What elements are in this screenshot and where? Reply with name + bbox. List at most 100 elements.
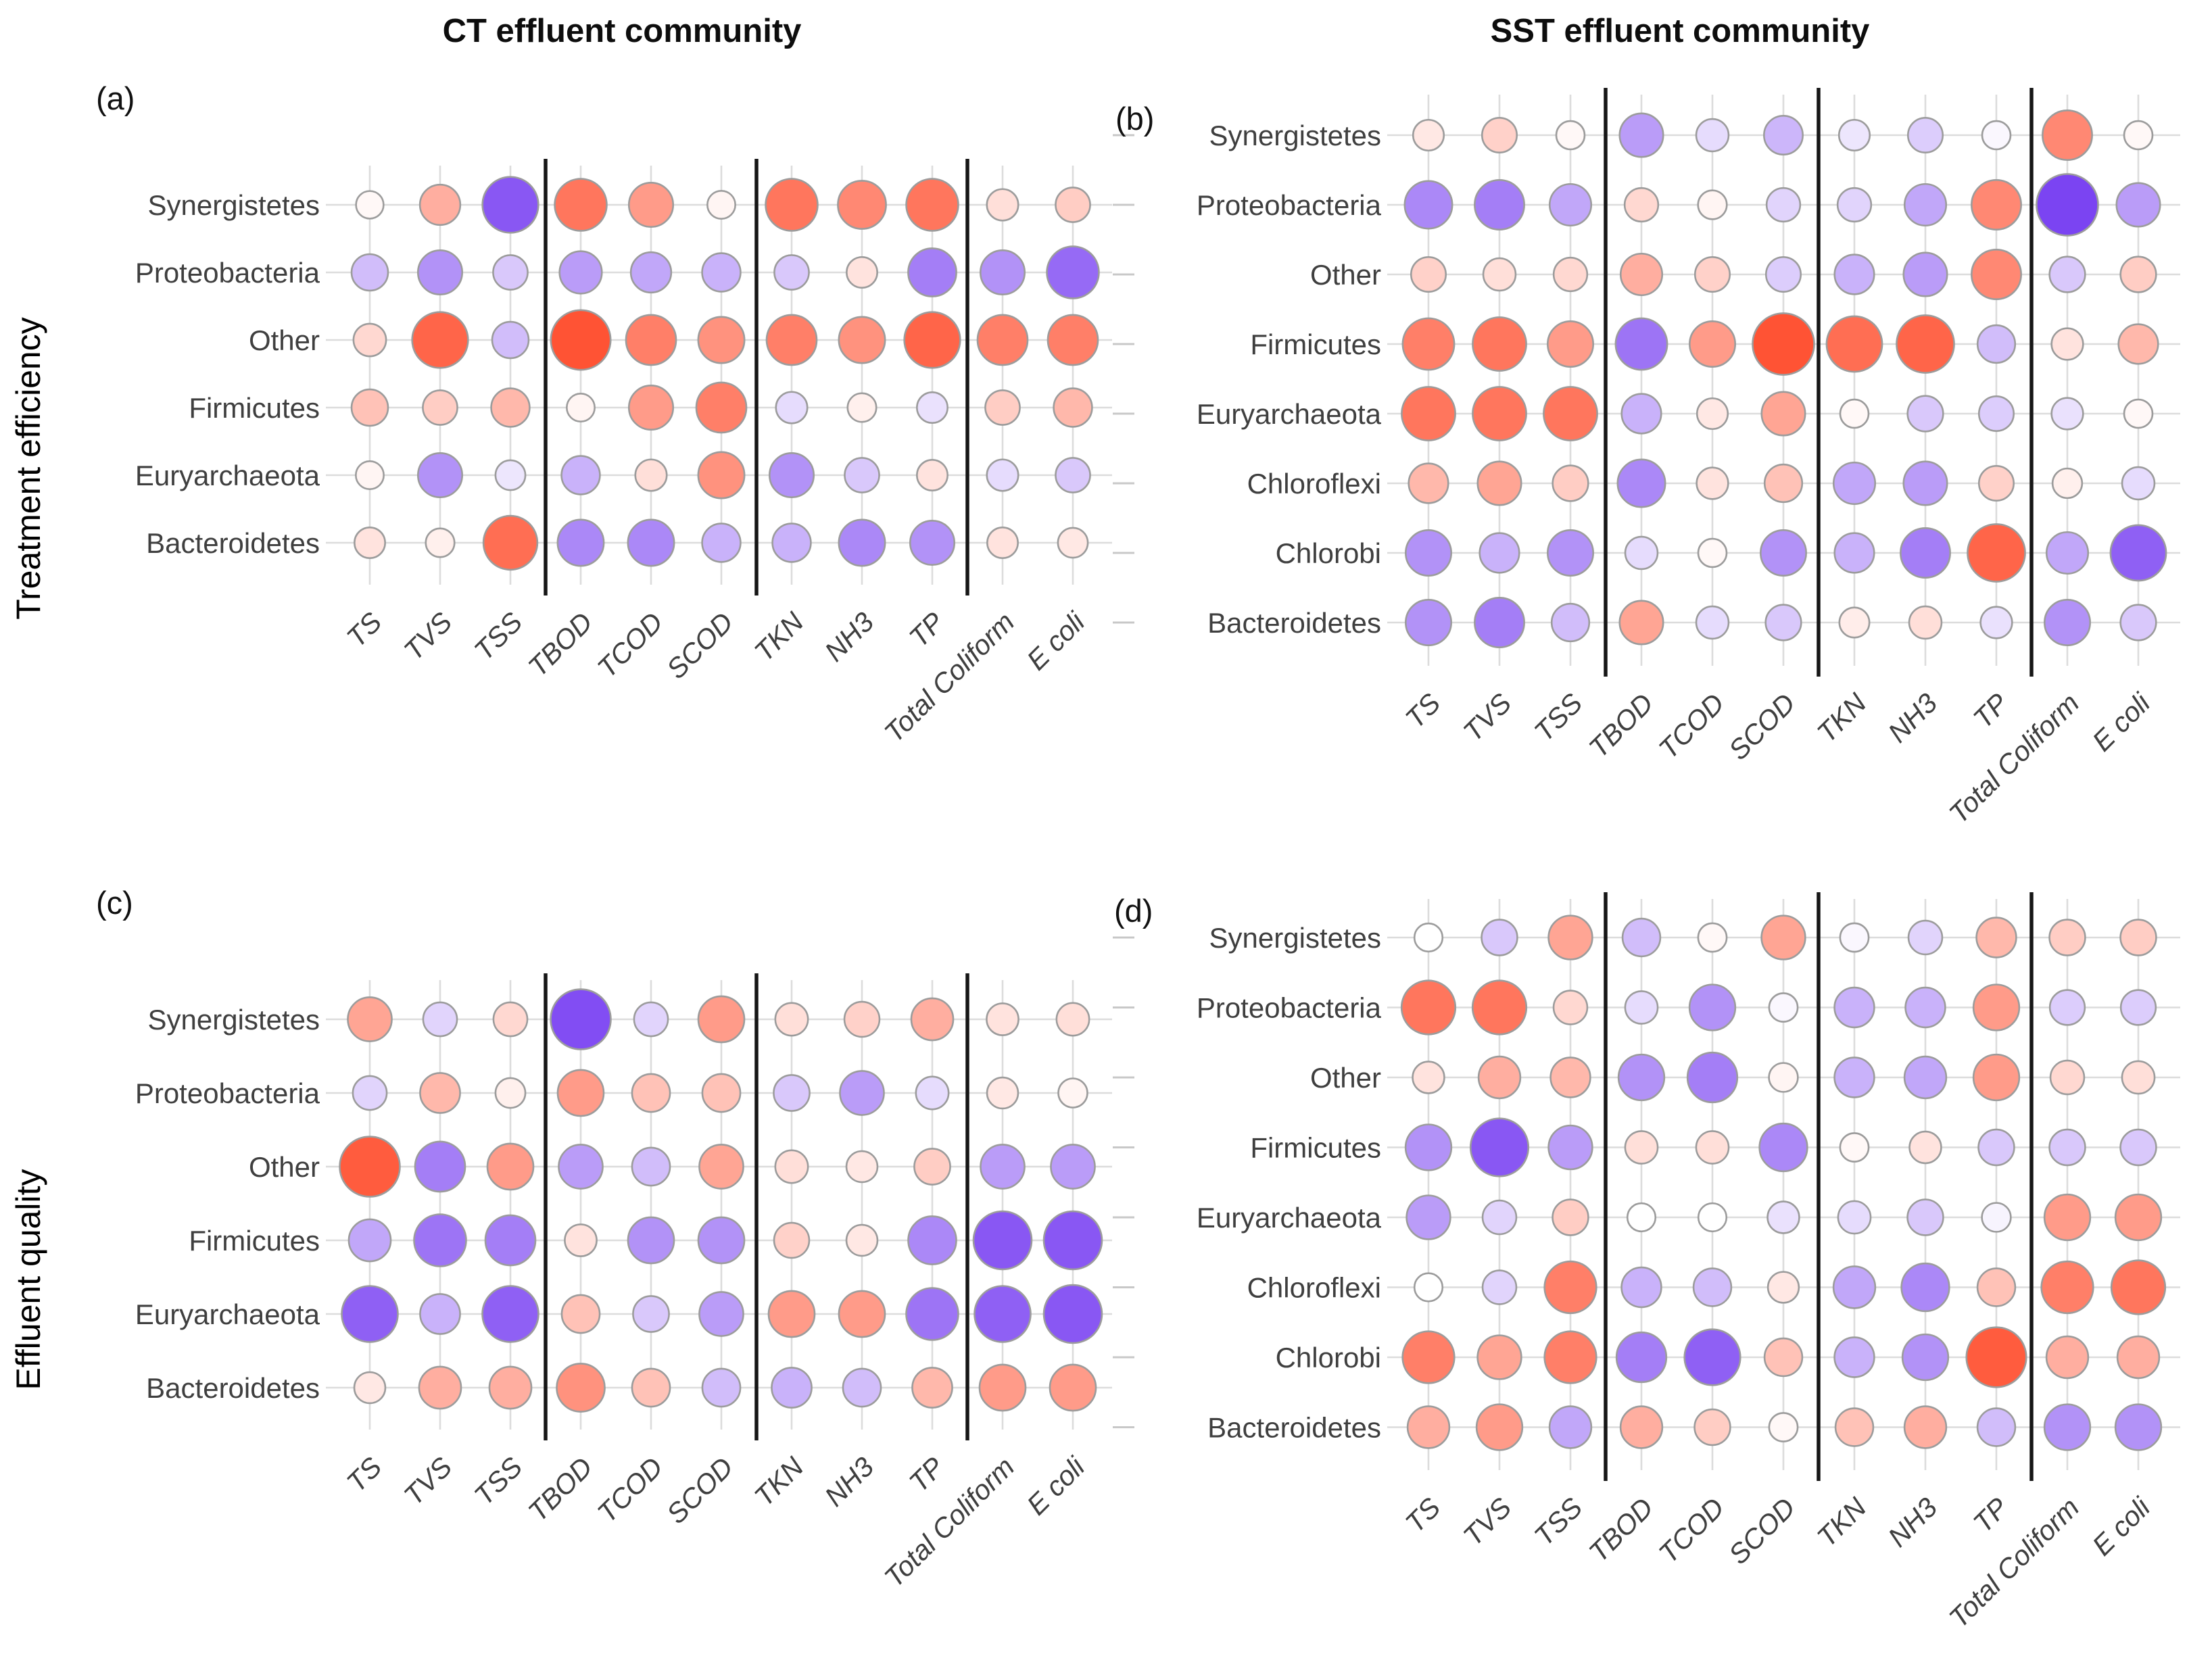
bubble-Chlorobi-NH3 — [1901, 1333, 1950, 1382]
bubble-Synergistetes-Total Coliform — [2042, 110, 2093, 161]
bubble-Euryarchaeota-TBOD — [560, 1294, 601, 1334]
bubble-Chlorobi-SCOD — [1763, 1337, 1804, 1378]
bubble-Firmicutes-NH3 — [1896, 314, 1955, 374]
row-label-Proteobacteria: Proteobacteria — [135, 257, 320, 289]
bubble-Euryarchaeota-TVS — [1472, 386, 1527, 441]
bubble-Bacteroidetes-E coli — [1049, 1363, 1097, 1412]
bubble-Other-NH3 — [838, 316, 886, 364]
bubble-Firmicutes-TKN — [775, 391, 809, 424]
bubble-Synergistetes-TSS — [1547, 915, 1593, 960]
x-label-TKN: TKN — [748, 606, 810, 668]
row-label-Bacteroidetes: Bacteroidetes — [1207, 1412, 1381, 1444]
bubble-Other-Total Coliform — [980, 1144, 1026, 1190]
bubble-Euryarchaeota-TP — [916, 459, 948, 491]
bubble-Bacteroidetes-E coli — [2119, 604, 2157, 641]
bubble-Euryarchaeota-TSS — [1552, 1198, 1589, 1236]
bubble-Proteobacteria-TSS — [494, 1077, 527, 1109]
bubble-Proteobacteria-TCOD — [631, 1073, 671, 1113]
bubble-Other-TS — [352, 322, 387, 358]
bubble-Euryarchaeota-TVS — [419, 1293, 461, 1335]
bubble-Bacteroidetes-Total Coliform — [978, 1363, 1027, 1412]
x-label-NH3: NH3 — [1882, 687, 1944, 749]
row-label-Proteobacteria: Proteobacteria — [1197, 992, 1382, 1024]
bubble-Proteobacteria-SCOD — [701, 1073, 742, 1113]
x-label-E coli: E coli — [2086, 1491, 2157, 1562]
bubble-Proteobacteria-TKN — [773, 1074, 811, 1112]
bubble-Synergistetes-TP — [1981, 120, 2012, 151]
panel-tag-a: (a) — [96, 80, 135, 116]
bubble-Bacteroidetes-TBOD — [1618, 600, 1664, 646]
bubble-Synergistetes-TVS — [422, 1001, 458, 1038]
bubble-Chlorobi-TVS — [1478, 532, 1520, 574]
bubble-Other-TSS — [1552, 256, 1589, 293]
bubble-Bacteroidetes-TCOD — [631, 1367, 671, 1408]
bubble-Euryarchaeota-TCOD — [1697, 1202, 1728, 1233]
bubble-Chloroflexi-TS — [1413, 1272, 1444, 1303]
bubble-Euryarchaeota-E coli — [2123, 398, 2154, 429]
row-label-Bacteroidetes: Bacteroidetes — [146, 527, 320, 559]
bubble-Bacteroidetes-TSS — [488, 1365, 533, 1410]
x-label-TP: TP — [1967, 687, 2015, 734]
row-label-Euryarchaeota: Euryarchaeota — [135, 460, 320, 491]
bubble-Euryarchaeota-TCOD — [634, 458, 668, 492]
x-label-TBOD: TBOD — [522, 606, 598, 683]
bubble-Other-E coli — [1050, 1144, 1096, 1190]
bubble-Euryarchaeota-NH3 — [1906, 395, 1944, 433]
bubble-Chlorobi-TSS — [1543, 1330, 1597, 1384]
bubble-Synergistetes-Total Coliform — [986, 1002, 1019, 1036]
bubble-Proteobacteria-TSS — [492, 254, 529, 291]
bubble-Other-E coli — [2121, 1060, 2156, 1095]
x-label-TS: TS — [341, 1451, 388, 1499]
bubble-Firmicutes-TVS — [413, 1213, 467, 1267]
bubble-Proteobacteria-TVS — [419, 1072, 461, 1114]
bubble-Chloroflexi-TBOD — [1620, 1266, 1662, 1309]
bubble-Synergistetes-TS — [1413, 922, 1444, 953]
bubble-Proteobacteria-Total Coliform — [2048, 989, 2086, 1026]
x-label-NH3: NH3 — [1882, 1492, 1944, 1553]
bubble-Firmicutes-TBOD — [564, 1223, 598, 1257]
bubble-Bacteroidetes-TVS — [425, 527, 456, 558]
bubble-Proteobacteria-TVS — [416, 249, 464, 296]
bubble-Chlorobi-TP — [1967, 523, 2026, 583]
bubble-Bacteroidetes-TSS — [1548, 1405, 1593, 1449]
bubble-Firmicutes-TKN — [773, 1221, 811, 1259]
x-label-TS: TS — [1399, 687, 1447, 735]
bubble-Euryarchaeota-TCOD — [1696, 397, 1729, 431]
bubble-Chlorobi-Total Coliform — [2045, 531, 2090, 575]
bubble-Other-TSS — [491, 320, 530, 360]
bubble-Firmicutes-Total Coliform — [972, 1210, 1033, 1271]
bubble-Other-TP — [1972, 1053, 2021, 1102]
bubble-Bacteroidetes-TSS — [482, 514, 539, 571]
bubble-Other-SCOD — [697, 316, 746, 364]
bubble-Euryarchaeota-TSS — [481, 1285, 539, 1343]
bubble-Firmicutes-TCOD — [1695, 1130, 1730, 1165]
bubble-Synergistetes-SCOD — [1763, 115, 1804, 155]
bubble-Proteobacteria-TS — [350, 253, 389, 292]
x-label-NH3: NH3 — [819, 606, 880, 668]
bubble-Firmicutes-TVS — [1469, 1117, 1530, 1177]
bubble-Euryarchaeota-TP — [1977, 395, 2015, 433]
bubble-Synergistetes-TS — [355, 190, 385, 220]
bubble-Chloroflexi-TVS — [1481, 1269, 1518, 1305]
bubble-Synergistetes-TSS — [492, 1001, 529, 1038]
bubble-Other-Total Coliform — [2048, 256, 2086, 293]
bubble-Synergistetes-TBOD — [1621, 917, 1662, 958]
bubble-Euryarchaeota-E coli — [2114, 1193, 2163, 1242]
bubble-Bacteroidetes-TP — [909, 519, 956, 566]
bubble-Synergistetes-TKN — [1837, 118, 1871, 152]
bubble-Other-TVS — [1482, 257, 1517, 292]
bubble-Bacteroidetes-TSS — [1550, 602, 1591, 643]
row-label-Proteobacteria: Proteobacteria — [135, 1077, 320, 1109]
bubble-Other-TVS — [414, 1140, 466, 1193]
bubble-Bacteroidetes-TBOD — [556, 518, 605, 567]
bubble-Synergistetes-SCOD — [1760, 915, 1806, 960]
bubble-Euryarchaeota-TS — [341, 1285, 399, 1343]
bubble-Firmicutes-TSS — [1547, 1124, 1593, 1171]
row-label-Other: Other — [249, 324, 320, 356]
bubble-Synergistetes-TBOD — [1618, 112, 1664, 158]
bubble-Other-TVS — [1477, 1055, 1522, 1100]
x-label-E coli: E coli — [2086, 687, 2157, 758]
bubble-Chlorobi-TCOD — [1697, 537, 1728, 568]
bubble-Bacteroidetes-TP — [911, 1367, 953, 1409]
x-label-TVS: TVS — [398, 606, 458, 666]
